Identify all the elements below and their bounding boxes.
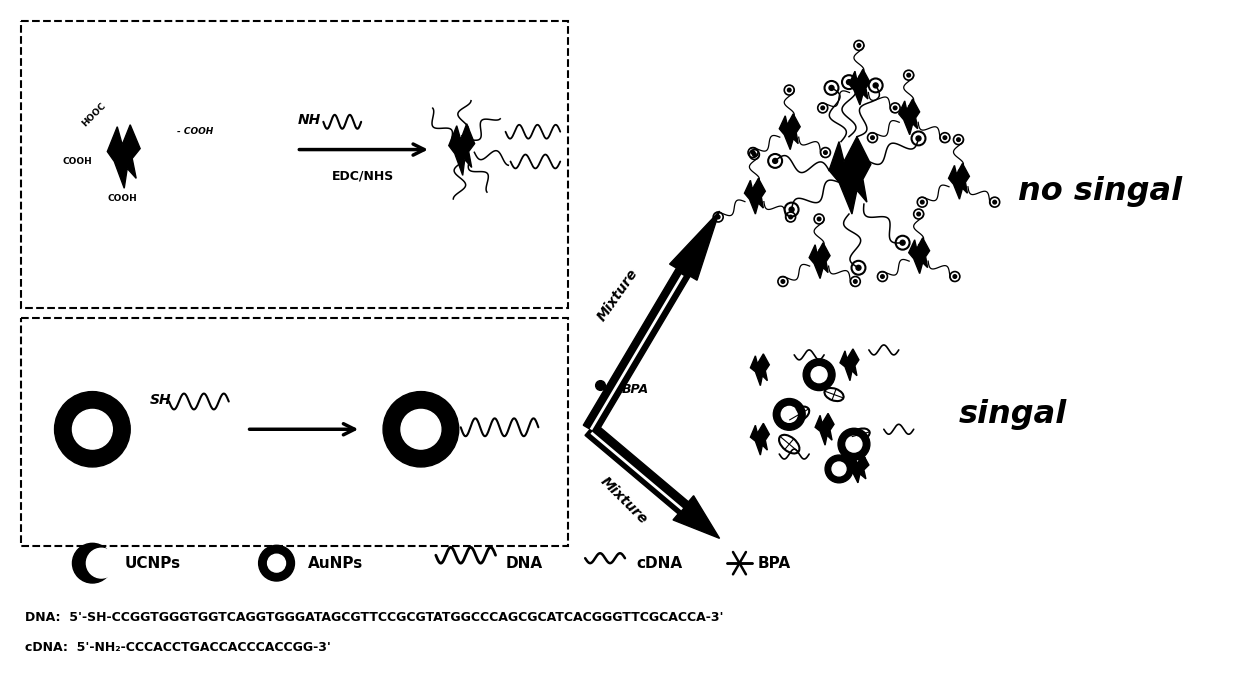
- Text: BPA: BPA: [758, 556, 791, 571]
- Circle shape: [857, 44, 861, 47]
- Text: no singal: no singal: [1018, 175, 1182, 207]
- Circle shape: [832, 462, 846, 476]
- Circle shape: [87, 548, 117, 578]
- Polygon shape: [583, 211, 719, 433]
- Circle shape: [401, 409, 440, 449]
- Circle shape: [811, 367, 827, 383]
- Circle shape: [789, 216, 792, 219]
- Circle shape: [838, 428, 870, 460]
- Circle shape: [830, 86, 835, 90]
- Text: SH: SH: [150, 392, 171, 407]
- Text: HOOC: HOOC: [81, 101, 108, 129]
- Circle shape: [774, 398, 805, 430]
- Circle shape: [954, 275, 956, 278]
- Polygon shape: [779, 114, 800, 150]
- Circle shape: [268, 554, 285, 572]
- Polygon shape: [585, 423, 719, 539]
- Circle shape: [821, 106, 825, 109]
- Circle shape: [847, 80, 852, 84]
- Circle shape: [787, 88, 791, 92]
- Polygon shape: [810, 243, 830, 279]
- Text: singal: singal: [959, 399, 1066, 430]
- Circle shape: [846, 436, 862, 452]
- Circle shape: [856, 265, 861, 270]
- Polygon shape: [849, 454, 869, 483]
- Circle shape: [944, 136, 946, 139]
- Circle shape: [920, 201, 924, 204]
- Polygon shape: [899, 99, 920, 135]
- Polygon shape: [949, 163, 970, 199]
- Circle shape: [751, 151, 755, 154]
- Polygon shape: [108, 124, 140, 188]
- Text: UCNPs: UCNPs: [124, 556, 180, 571]
- Circle shape: [781, 279, 785, 284]
- Circle shape: [789, 207, 794, 212]
- Circle shape: [804, 359, 835, 390]
- Text: - COOH: - COOH: [177, 127, 213, 136]
- Polygon shape: [815, 413, 835, 445]
- Polygon shape: [750, 354, 769, 386]
- Circle shape: [957, 138, 960, 141]
- Circle shape: [259, 545, 294, 581]
- Circle shape: [383, 392, 459, 467]
- Circle shape: [906, 73, 910, 77]
- Text: DNA:  5'-SH-CCGGTGGGTGGTCAGGTGGGATAGCGTTCCGCGTATGGCCCAGCGCATCACGGGTTCGCACCA-3': DNA: 5'-SH-CCGGTGGGTGGTCAGGTGGGATAGCGTTC…: [25, 611, 723, 624]
- Bar: [21, 20, 568, 308]
- Circle shape: [900, 240, 905, 245]
- Circle shape: [993, 201, 997, 204]
- Polygon shape: [830, 137, 870, 214]
- Circle shape: [825, 455, 853, 483]
- Polygon shape: [909, 238, 930, 273]
- Text: cDNA:  5'-NH₂-CCCACCTGACCACCCACCGG-3': cDNA: 5'-NH₂-CCCACCTGACCACCCACCGG-3': [25, 641, 331, 654]
- Text: Mixture: Mixture: [598, 475, 650, 527]
- Text: Mixture: Mixture: [595, 267, 641, 324]
- Circle shape: [72, 543, 113, 583]
- Circle shape: [717, 216, 720, 219]
- Bar: [21, 318, 568, 546]
- Text: AuNPs: AuNPs: [309, 556, 363, 571]
- Circle shape: [817, 217, 821, 221]
- Circle shape: [773, 158, 777, 163]
- Circle shape: [753, 153, 756, 156]
- Polygon shape: [744, 178, 765, 214]
- Text: COOH: COOH: [62, 157, 92, 166]
- Circle shape: [880, 275, 884, 278]
- Text: NH: NH: [298, 113, 321, 126]
- Circle shape: [72, 409, 113, 449]
- Text: DNA: DNA: [506, 556, 543, 571]
- Text: COOH: COOH: [108, 194, 138, 203]
- Circle shape: [870, 136, 874, 139]
- Text: EDC/NHS: EDC/NHS: [332, 169, 394, 182]
- Circle shape: [853, 279, 857, 284]
- Polygon shape: [449, 124, 475, 175]
- Circle shape: [55, 392, 130, 467]
- Circle shape: [823, 151, 827, 154]
- Polygon shape: [750, 424, 769, 455]
- Polygon shape: [839, 349, 859, 381]
- Text: BPA: BPA: [622, 383, 649, 396]
- Circle shape: [781, 407, 797, 422]
- Text: cDNA: cDNA: [636, 556, 682, 571]
- Circle shape: [916, 136, 921, 141]
- Circle shape: [873, 83, 878, 88]
- Circle shape: [916, 212, 920, 216]
- Polygon shape: [849, 69, 870, 105]
- Circle shape: [893, 106, 897, 109]
